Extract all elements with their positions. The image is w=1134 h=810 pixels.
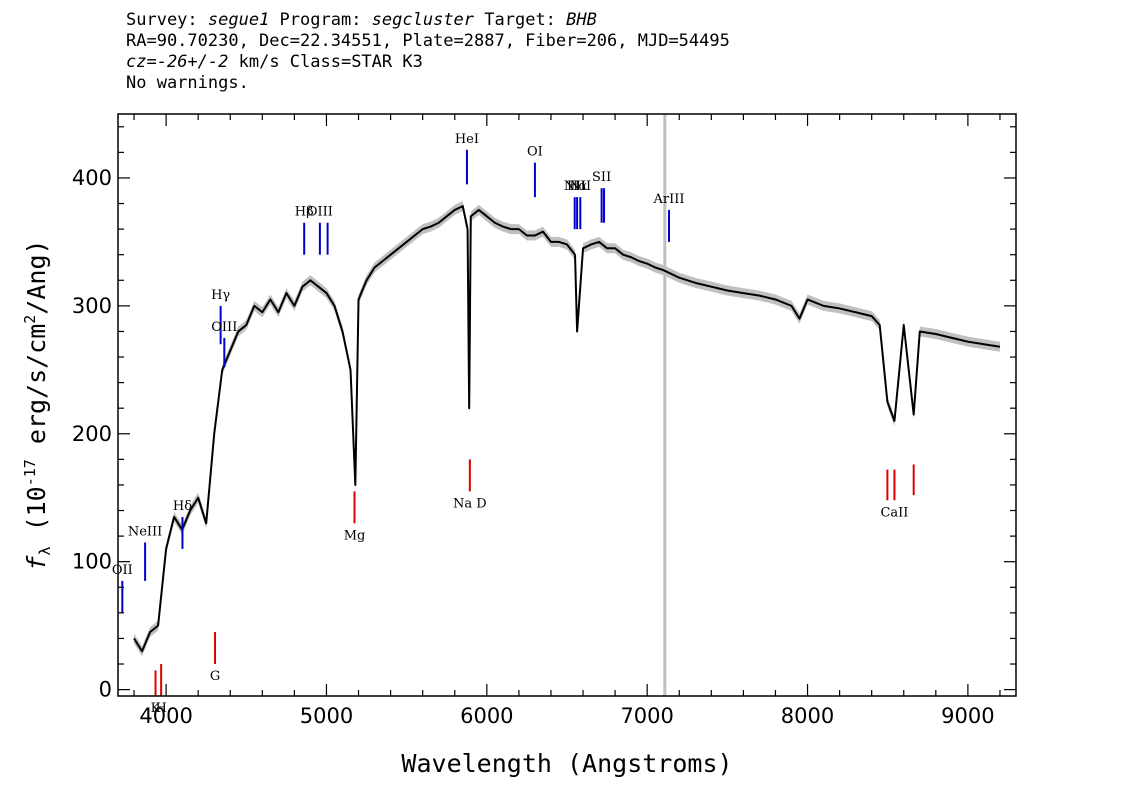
line-label: Hγ xyxy=(211,288,230,303)
line-label: NII xyxy=(569,179,591,194)
y-tick-label: 0 xyxy=(99,678,112,702)
axis-ticks-layer: 4000 5000 6000 7000 8000 9000 0 100 200 300 400 xyxy=(72,114,1016,728)
x-tick-label: 8000 xyxy=(781,704,834,728)
error-band-layer xyxy=(134,201,1000,657)
cz-label: cz= xyxy=(126,52,157,72)
class-text: km/s Class=STAR K3 xyxy=(228,52,423,72)
x-tick-label: 6000 xyxy=(460,704,513,728)
target-label: Target: xyxy=(474,10,567,30)
x-tick-label: 7000 xyxy=(620,704,673,728)
x-tick-label: 5000 xyxy=(300,704,353,728)
x-tick-label: 9000 xyxy=(941,704,994,728)
program-label: Program: xyxy=(269,10,372,30)
line-label: ArIII xyxy=(652,192,684,207)
line-label: CaII xyxy=(880,505,908,520)
survey-value: segue1 xyxy=(207,10,270,30)
line-label: HeI xyxy=(455,132,479,147)
line-label: OII xyxy=(112,563,133,578)
spectrum-line xyxy=(133,205,1001,653)
line-label: OI xyxy=(527,145,543,160)
x-axis-label: Wavelength (Angstroms) xyxy=(401,749,732,778)
cz-value: -26+/-2 xyxy=(156,52,229,72)
line-label: SII xyxy=(592,170,611,185)
y-tick-label: 100 xyxy=(72,550,112,574)
line-label: Mg xyxy=(344,528,366,543)
y-axis-label: fλ (10-17 erg/s/cm2/Ang) xyxy=(21,239,54,570)
line-label: Hβ xyxy=(295,205,314,220)
header-line-survey: Survey: segue1 Program: segcluster Targe… xyxy=(126,10,730,31)
error-band xyxy=(134,201,1000,657)
plot-frame xyxy=(117,113,1017,697)
spectrum-header: Survey: segue1 Program: segcluster Targe… xyxy=(126,10,730,94)
line-label: Hδ xyxy=(173,499,192,514)
target-value: BHB xyxy=(566,10,597,30)
header-line-warnings: No warnings. xyxy=(126,73,249,93)
header-line-coordinates: RA=90.70230, Dec=22.34551, Plate=2887, F… xyxy=(126,31,730,51)
line-label: OIII xyxy=(211,320,237,335)
y-tick-label: 200 xyxy=(72,422,112,446)
line-label: NII xyxy=(564,179,586,194)
y-tick-label: 400 xyxy=(72,166,112,190)
line-label: NeIII xyxy=(128,525,162,540)
line-label: K xyxy=(151,701,161,716)
line-label: OIII xyxy=(307,205,333,220)
survey-label: Survey: xyxy=(126,10,208,30)
x-tick-label: 4000 xyxy=(139,704,192,728)
line-label: G xyxy=(210,669,220,684)
header-line-redshift: cz=-26+/-2 km/s Class=STAR K3 xyxy=(126,52,730,73)
line-marker-layer: OIINeIIIHδHγOIIIHβOIIIHeIOINIIHαNIISIIAr… xyxy=(112,132,915,716)
line-label: H xyxy=(155,701,166,716)
line-label: Na D xyxy=(453,496,487,511)
program-value: segcluster xyxy=(371,10,475,30)
y-tick-label: 300 xyxy=(72,294,112,318)
line-label: Hα xyxy=(567,179,587,194)
spectrum-layer xyxy=(133,205,1001,653)
